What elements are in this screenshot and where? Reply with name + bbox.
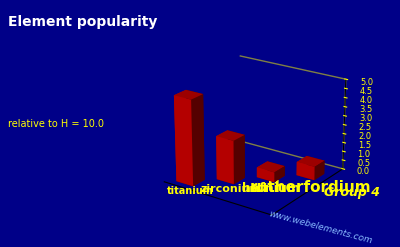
Text: relative to H = 10.0: relative to H = 10.0 [8,119,104,128]
Text: www.webelements.com: www.webelements.com [268,209,374,246]
Text: Group 4: Group 4 [324,186,380,199]
Text: Element popularity: Element popularity [8,15,157,29]
